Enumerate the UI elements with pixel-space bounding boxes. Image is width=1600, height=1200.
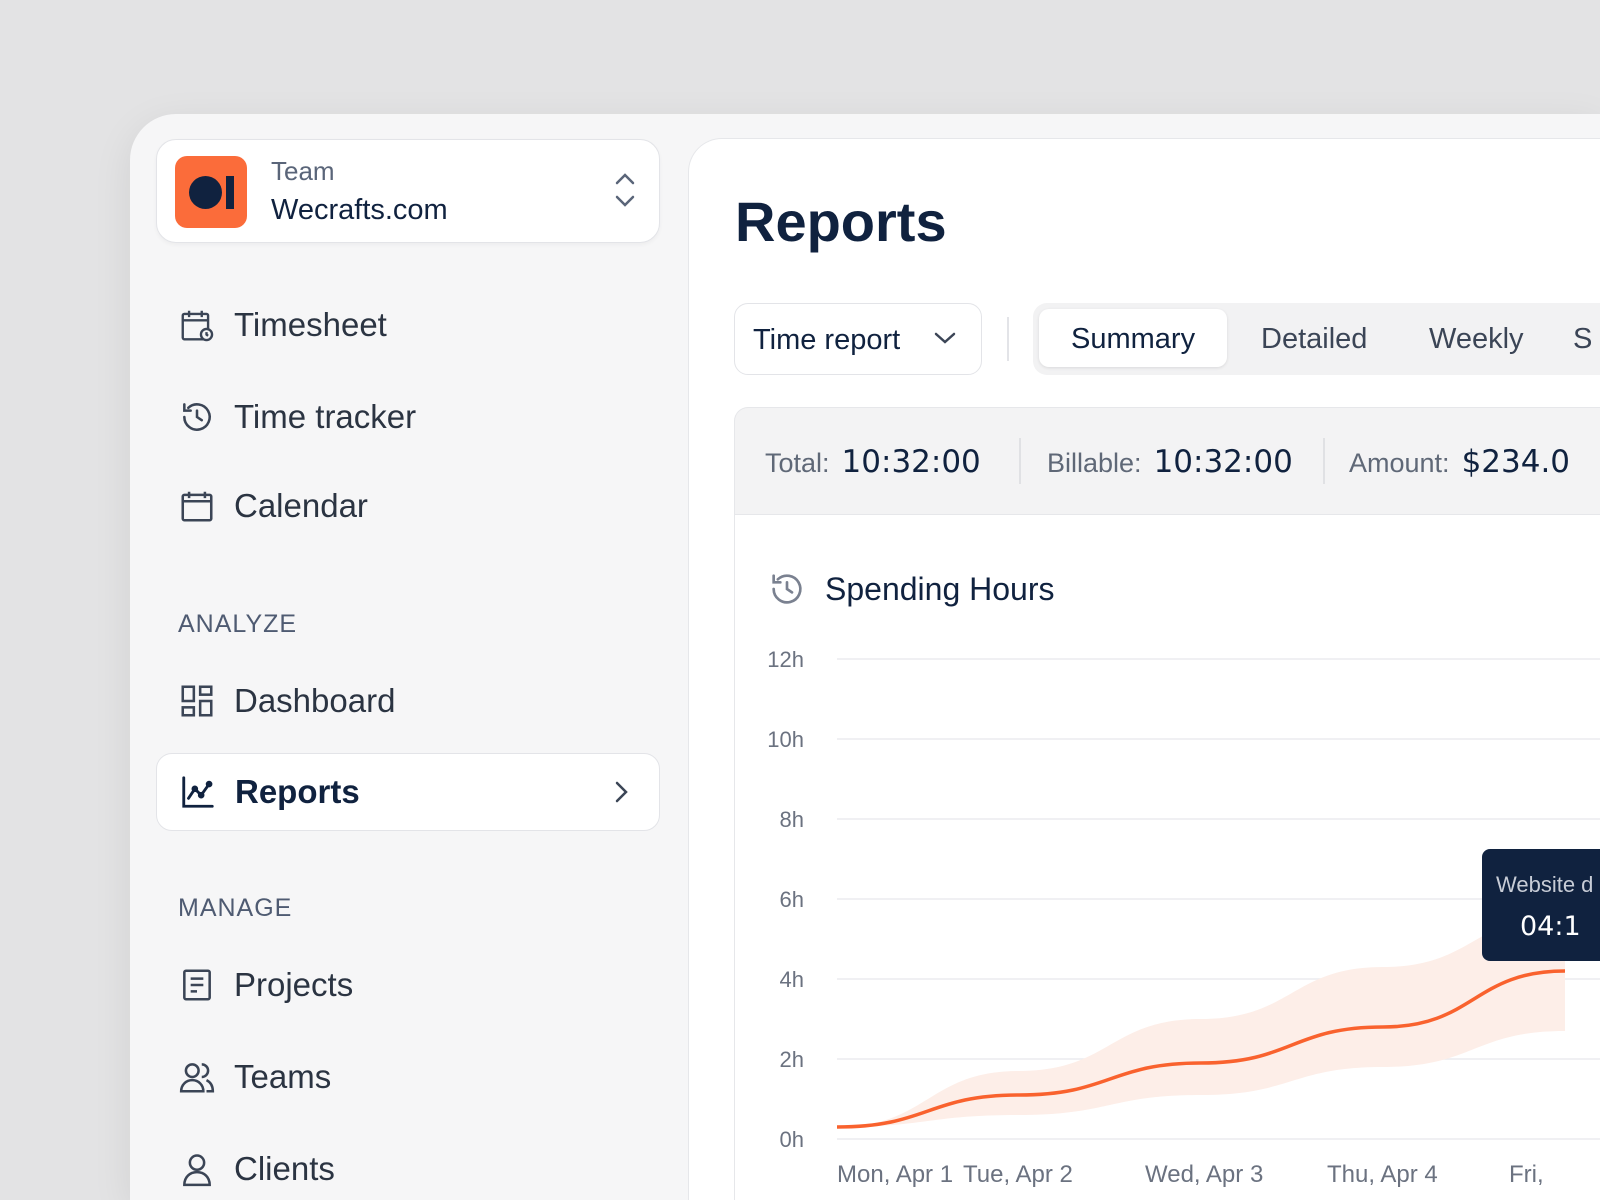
spending-hours-card: Spending Hours bbox=[734, 514, 1600, 1200]
page-title: Reports bbox=[735, 190, 947, 253]
sidebar-item-label: Dashboard bbox=[234, 682, 396, 719]
sidebar-item-projects[interactable]: Projects bbox=[178, 966, 353, 1004]
chevron-right-icon bbox=[615, 781, 628, 803]
sidebar-item-calendar[interactable]: Calendar bbox=[178, 487, 368, 525]
sidebar-item-label: Reports bbox=[235, 773, 360, 810]
divider bbox=[1007, 317, 1009, 361]
user-icon bbox=[183, 1154, 211, 1187]
section-manage: MANAGE bbox=[178, 894, 293, 922]
x-tick-label: Fri, bbox=[1509, 1161, 1544, 1188]
y-tick-label: 6h bbox=[780, 887, 804, 912]
team-logo bbox=[175, 156, 247, 228]
stat-total: Total: 10:32:00 bbox=[765, 444, 981, 480]
history-clock-icon bbox=[183, 403, 211, 431]
y-tick-label: 0h bbox=[780, 1127, 804, 1152]
chevron-up-down-icon bbox=[615, 173, 635, 207]
sidebar-item-clients[interactable]: Clients bbox=[178, 1150, 335, 1188]
report-type-value: Time report bbox=[753, 324, 901, 356]
x-tick-label: Wed, Apr 3 bbox=[1145, 1161, 1263, 1188]
report-type-select[interactable]: Time report bbox=[734, 303, 982, 375]
sidebar-item-time-tracker[interactable]: Time tracker bbox=[178, 398, 416, 436]
series-line bbox=[836, 969, 1566, 1129]
stat-amount: Amount: $234.0 bbox=[1349, 444, 1571, 480]
y-tick-label: 8h bbox=[780, 807, 804, 832]
team-switcher[interactable]: Team Wecrafts.com bbox=[156, 139, 660, 243]
section-analyze: ANALYZE bbox=[178, 610, 298, 638]
users-icon bbox=[179, 1063, 215, 1093]
x-tick-label: Tue, Apr 2 bbox=[963, 1161, 1073, 1188]
x-tick-label: Mon, Apr 1 bbox=[837, 1161, 953, 1188]
dashboard-grid-icon bbox=[181, 685, 213, 717]
calendar-clock-icon bbox=[181, 310, 214, 342]
sidebar-item-label: Clients bbox=[234, 1150, 335, 1187]
y-tick-label: 12h bbox=[767, 647, 804, 672]
sidebar-item-timesheet[interactable]: Timesheet bbox=[178, 306, 387, 344]
sidebar-item-dashboard[interactable]: Dashboard bbox=[178, 682, 395, 720]
confidence-band bbox=[837, 915, 1565, 1127]
chevron-down-icon bbox=[934, 332, 956, 344]
chart-title: Spending Hours bbox=[825, 570, 1055, 607]
view-tabs: Summary Detailed Weekly S bbox=[1033, 303, 1600, 375]
sidebar-item-label: Projects bbox=[234, 966, 354, 1003]
tab-weekly[interactable]: Weekly bbox=[1429, 323, 1524, 355]
line-chart-icon bbox=[182, 776, 214, 808]
y-tick-label: 4h bbox=[780, 967, 804, 992]
document-icon bbox=[183, 969, 211, 1001]
tab-summary[interactable]: Summary bbox=[1039, 309, 1228, 367]
tab-more[interactable]: S bbox=[1573, 323, 1593, 355]
team-name: Wecrafts.com bbox=[271, 194, 448, 226]
stats-bar: Total: 10:32:00 Billable: 10:32:00 Amount:… bbox=[734, 407, 1600, 515]
sidebar-item-label: Timesheet bbox=[234, 306, 387, 343]
sidebar-item-label: Calendar bbox=[234, 487, 368, 524]
team-label: Team bbox=[271, 156, 335, 186]
y-tick-label: 10h bbox=[767, 727, 804, 752]
tab-detailed[interactable]: Detailed bbox=[1261, 323, 1368, 355]
history-clock-icon bbox=[772, 574, 802, 604]
sidebar-item-reports[interactable]: Reports bbox=[156, 753, 660, 831]
y-tick-label: 2h bbox=[780, 1047, 804, 1072]
calendar-icon bbox=[181, 491, 213, 522]
sidebar-item-label: Time tracker bbox=[234, 398, 417, 435]
x-tick-label: Thu, Apr 4 bbox=[1327, 1161, 1438, 1188]
chart-tooltip: Website d 04:1 bbox=[1482, 849, 1600, 961]
sidebar-item-teams[interactable]: Teams bbox=[178, 1058, 331, 1096]
sidebar-item-label: Teams bbox=[234, 1058, 332, 1095]
stat-billable: Billable: 10:32:00 bbox=[1047, 444, 1293, 480]
